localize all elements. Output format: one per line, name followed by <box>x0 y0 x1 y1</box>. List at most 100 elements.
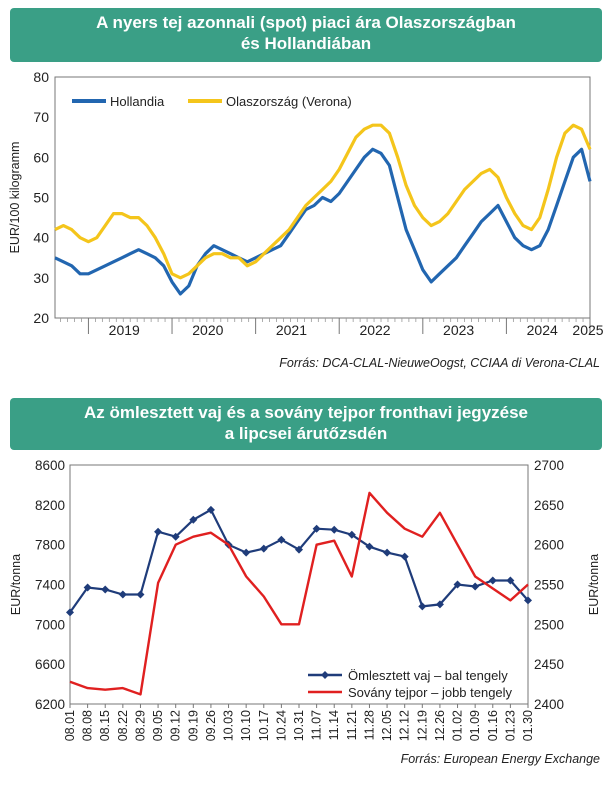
chart1-year-label: 2020 <box>192 322 223 338</box>
chart2-left-ytick-label: 7000 <box>35 617 65 632</box>
chart2-xtick-label: 10.24 <box>274 710 288 741</box>
chart2-butter-point <box>312 524 321 533</box>
chart1-ytick-label: 30 <box>33 270 49 286</box>
chart1-legend-olaszorszag: Olaszország (Verona) <box>226 94 352 109</box>
chart1-ytick-label: 40 <box>33 230 49 246</box>
chart2-butter-point <box>83 583 92 592</box>
chart2-right-ytick-label: 2600 <box>534 538 564 553</box>
chart2-xtick-label: 08.08 <box>81 710 95 741</box>
chart1-ytick-label: 70 <box>33 109 49 125</box>
chart2-butter-point <box>66 608 74 617</box>
chart2-right-ytick-label: 2400 <box>534 697 564 712</box>
chart2-xtick-label: 01.09 <box>468 710 482 741</box>
chart2-xtick-label: 10.31 <box>292 710 306 741</box>
chart2-butter-point <box>435 600 444 609</box>
chart2-left-ytick-label: 7400 <box>35 578 65 593</box>
chart2-left-ytick-label: 6200 <box>35 697 65 712</box>
chart2-xtick-label: 08.22 <box>116 710 130 741</box>
chart2-right-ytick-label: 2550 <box>534 578 564 593</box>
chart2-butter-point <box>189 515 198 524</box>
chart2-xtick-label: 01.16 <box>486 710 500 741</box>
chart2-series-line-butter <box>69 508 529 614</box>
chart1-year-label: 2023 <box>443 322 474 338</box>
chart2-xtick-label: 11.07 <box>310 710 324 740</box>
chart2-xtick-label: 01.02 <box>451 710 465 741</box>
chart1-ytick-label: 60 <box>33 149 49 165</box>
chart2-left-ytick-label: 8200 <box>35 498 65 513</box>
chart2-xtick-label: 09.19 <box>186 710 200 741</box>
chart2-left-ytick-label: 6600 <box>35 657 65 672</box>
chart2-butter-point <box>295 545 303 554</box>
chart1-ylabel: EUR/100 kilogramm <box>8 142 22 254</box>
chart2-source: Forrás: European Energy Exchange <box>400 752 600 766</box>
chart2-butter-point <box>118 590 127 599</box>
chart1-milk-price: 20 30 40 50 60 70 80 EUR/100 kilogramm 2019 2020 2… <box>8 69 604 338</box>
chart2-xtick-label: 10.17 <box>257 710 271 741</box>
chart1-source: Forrás: DCA-CLAL-NieuweOogst, CCIAA di V… <box>279 356 600 370</box>
chart2-right-ytick-label: 2500 <box>534 617 564 632</box>
chart2-right-ytick-label: 2700 <box>534 458 564 473</box>
chart2-xtick-label: 12.12 <box>398 710 412 741</box>
chart2-left-ytick-label: 8600 <box>35 458 65 473</box>
chart1-series-line-hollandia <box>54 147 592 296</box>
chart2-left-ylabel: EUR/tonna <box>9 554 23 615</box>
chart2-butter-point <box>488 576 497 585</box>
chart2-right-ytick-label: 2450 <box>534 657 564 672</box>
chart2-left-ytick-label: 7800 <box>35 538 65 553</box>
chart2-butter-point <box>400 552 409 561</box>
chart2-butter-point <box>154 527 163 536</box>
chart1-ytick-label: 20 <box>33 310 49 326</box>
chart1-year-label: 2024 <box>527 322 558 338</box>
chart2-butter-point <box>524 596 532 605</box>
chart2-xtick-label: 11.21 <box>345 710 359 740</box>
chart2-butter-point <box>383 548 392 557</box>
chart2-xtick-label: 10.03 <box>222 710 236 741</box>
chart1-title-banner: A nyers tej azonnali (spot) piaci ára Ol… <box>10 8 602 62</box>
chart2-butter-point <box>277 535 286 544</box>
chart2-xtick-label: 01.23 <box>503 710 517 741</box>
chart1-year-label: 2019 <box>109 322 140 338</box>
chart2-butter-point <box>242 548 251 557</box>
chart1-plot-frame <box>54 76 591 319</box>
chart2-xtick-label: 12.05 <box>380 710 394 741</box>
chart2-xtick-label: 01.30 <box>521 710 535 741</box>
chart2-right-ylabel: EUR/tonna <box>587 554 601 615</box>
chart2-xtick-label: 09.12 <box>169 710 183 741</box>
chart1-year-label: 2025 <box>572 322 603 338</box>
chart2-xtick-label: 10.10 <box>239 710 253 741</box>
chart2-title-line2: a lipcsei árutőzsdén <box>224 424 388 443</box>
chart2-xtick-label: 08.29 <box>133 710 147 741</box>
chart2-butter-point <box>171 532 180 541</box>
chart2-butter-point <box>471 582 480 591</box>
chart2-legend-smp: Sovány tejpor – jobb tengely <box>348 685 513 700</box>
chart1-title-line2: és Hollandiában <box>240 34 372 53</box>
chart2-legend-butter-marker <box>321 671 329 679</box>
chart2-butter-point <box>418 602 427 611</box>
chart2-butter-point <box>206 505 215 514</box>
chart2-xtick-label: 11.14 <box>327 710 341 740</box>
chart1-legend-hollandia: Hollandia <box>110 94 165 109</box>
chart2-series-line-smp <box>69 491 529 696</box>
chart2-butter-point <box>330 525 339 534</box>
chart2-xtick-label: 08.15 <box>98 710 112 741</box>
chart2-xtick-label: 09.26 <box>204 710 218 741</box>
chart2-butter-point <box>259 544 268 553</box>
chart2-xtick-label: 11.28 <box>362 710 376 740</box>
chart2-xtick-label: 12.19 <box>415 710 429 741</box>
chart2-butter-point <box>101 585 110 594</box>
chart1-series-line-olaszorszag <box>54 123 592 280</box>
chart2-butter-point <box>347 530 356 539</box>
chart1-year-label: 2022 <box>359 322 390 338</box>
chart2-title-line1: Az ömlesztett vaj és a sovány tejpor fro… <box>83 403 529 422</box>
chart1-title-line1: A nyers tej azonnali (spot) piaci ára Ol… <box>96 13 516 32</box>
chart2-xtick-label: 08.01 <box>63 710 77 741</box>
chart2-butter-point <box>136 590 145 599</box>
chart2-right-ytick-label: 2650 <box>534 498 564 513</box>
chart1-ytick-label: 50 <box>33 190 49 206</box>
chart2-xtick-label: 09.05 <box>151 710 165 741</box>
chart2-legend-butter: Ömlesztett vaj – bal tengely <box>348 668 508 683</box>
chart2-title-banner: Az ömlesztett vaj és a sovány tejpor fro… <box>10 398 602 450</box>
chart2-butter-point <box>365 542 374 551</box>
chart2-butter-point <box>506 576 515 585</box>
